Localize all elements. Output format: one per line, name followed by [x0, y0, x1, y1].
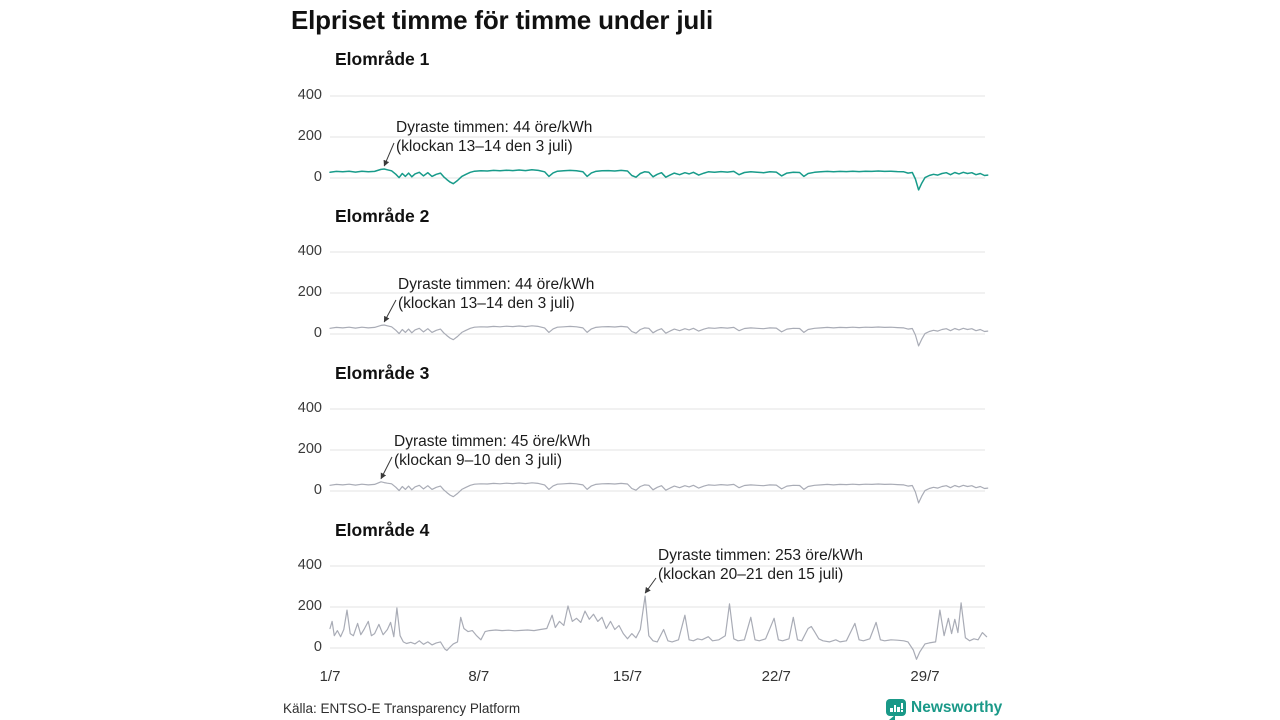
panel-title-elomrade-4: Elområde 4 — [335, 520, 430, 540]
x-tick-label: 1/7 — [319, 668, 341, 685]
exclamation-glyph — [900, 703, 903, 709]
y-tick-label: 0 — [313, 325, 322, 341]
speech-bubble-tail — [889, 715, 895, 720]
annotation-panel-4: Dyraste timmen: 253 öre/kWh (klockan 20–… — [658, 547, 863, 584]
annotation-line-2: (klockan 13–14 den 3 juli) — [398, 294, 575, 312]
y-tick-label: 400 — [297, 87, 322, 103]
annotation-line-2: (klockan 20–21 den 15 juli) — [658, 565, 844, 583]
annotation-line-1: Dyraste timmen: 253 öre/kWh — [658, 547, 864, 564]
y-tick-label: 200 — [297, 128, 322, 144]
exclamation-dot — [900, 710, 903, 712]
y-tick-label: 400 — [297, 557, 322, 573]
bar-chart-glyph — [897, 707, 900, 712]
annotation-panel-1: Dyraste timmen: 44 öre/kWh (klockan 13–1… — [396, 119, 592, 156]
x-tick-label: 29/7 — [910, 668, 940, 685]
x-tick-label: 15/7 — [612, 668, 643, 685]
annotation-line-1: Dyraste timmen: 44 öre/kWh — [398, 276, 595, 293]
annotation-panel-2: Dyraste timmen: 44 öre/kWh (klockan 13–1… — [398, 276, 594, 313]
x-tick-label: 8/7 — [468, 668, 490, 685]
bar-chart-glyph — [893, 705, 896, 712]
annotation-line-2: (klockan 9–10 den 3 juli) — [394, 451, 563, 469]
y-tick-label: 200 — [297, 441, 322, 457]
y-tick-label: 0 — [313, 169, 322, 185]
x-tick-label: 22/7 — [761, 668, 791, 685]
panel-title-elomrade-3: Elområde 3 — [335, 363, 430, 383]
page-title: Elpriset timme för timme under juli — [291, 5, 714, 35]
panel-title-elomrade-2: Elområde 2 — [335, 206, 430, 226]
y-tick-label: 400 — [297, 243, 322, 259]
source-attribution: Källa: ENTSO-E Transparency Platform — [283, 701, 521, 716]
y-tick-label: 200 — [297, 598, 322, 614]
y-tick-label: 400 — [297, 400, 322, 416]
panel-title-elomrade-1: Elområde 1 — [335, 49, 430, 69]
newsworthy-logo-icon — [886, 699, 906, 720]
brand-wordmark: Newsworthy — [911, 699, 1003, 716]
annotation-line-2: (klockan 13–14 den 3 juli) — [396, 137, 573, 155]
annotation-panel-3: Dyraste timmen: 45 öre/kWh (klockan 9–10… — [394, 433, 590, 470]
y-tick-label: 200 — [297, 284, 322, 300]
annotation-line-1: Dyraste timmen: 44 öre/kWh — [396, 119, 593, 136]
bar-chart-glyph — [890, 708, 893, 712]
annotation-line-1: Dyraste timmen: 45 öre/kWh — [394, 433, 591, 450]
y-tick-label: 0 — [313, 482, 322, 498]
y-tick-label: 0 — [313, 639, 322, 655]
